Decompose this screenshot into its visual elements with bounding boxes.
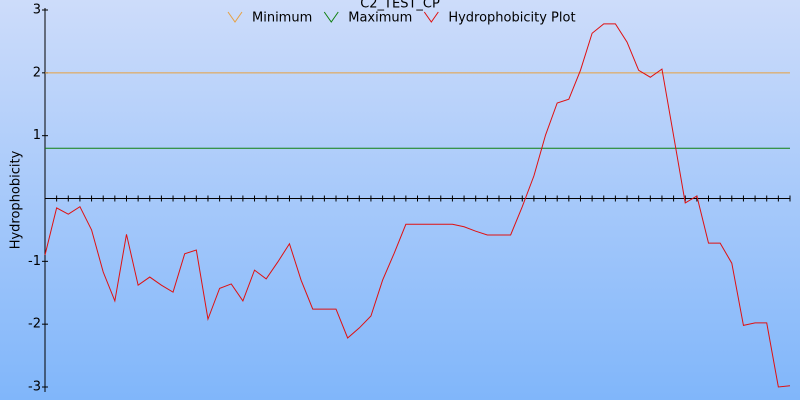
- data-line: [44, 23, 791, 388]
- legend-icon: [423, 11, 439, 23]
- y-tick-label: -3: [28, 380, 41, 395]
- chart-title: C2_TEST_CP: [360, 0, 440, 12]
- legend-label: Minimum: [252, 11, 312, 26]
- legend-icon: [323, 11, 339, 23]
- legend-label: Hydrophobicity Plot: [448, 11, 575, 26]
- legend-label: Maximum: [348, 11, 412, 26]
- y-tick-label: 2: [33, 65, 41, 80]
- y-tick-label: -2: [28, 317, 41, 332]
- y-tick-label: 1: [33, 128, 41, 143]
- y-tick-label: -1: [28, 254, 41, 269]
- y-tick-label: 3: [33, 3, 41, 18]
- y-axis-label: Hydrophobicity: [9, 150, 24, 249]
- legend-icon: [227, 11, 243, 23]
